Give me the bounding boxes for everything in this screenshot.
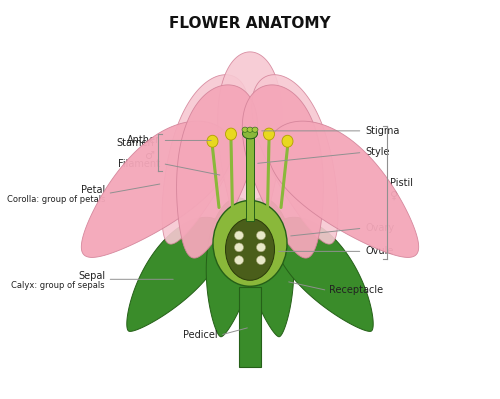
Text: Calyx: group of sepals: Calyx: group of sepals xyxy=(12,281,105,290)
Text: Corolla: group of petals: Corolla: group of petals xyxy=(6,195,105,204)
Ellipse shape xyxy=(234,231,244,240)
Polygon shape xyxy=(218,52,282,243)
Ellipse shape xyxy=(282,135,293,147)
Polygon shape xyxy=(206,198,258,337)
Polygon shape xyxy=(82,121,232,257)
Ellipse shape xyxy=(226,219,274,280)
Text: Pistil: Pistil xyxy=(390,178,413,188)
Text: Style: Style xyxy=(365,147,390,158)
Ellipse shape xyxy=(242,128,258,139)
Ellipse shape xyxy=(264,128,274,140)
Ellipse shape xyxy=(256,243,266,252)
Text: ♀: ♀ xyxy=(390,191,398,201)
Polygon shape xyxy=(268,121,418,257)
Ellipse shape xyxy=(234,256,244,265)
Ellipse shape xyxy=(207,135,218,147)
Polygon shape xyxy=(176,85,258,258)
Text: Ovule: Ovule xyxy=(365,246,394,257)
Text: Pedicel: Pedicel xyxy=(183,330,218,340)
FancyBboxPatch shape xyxy=(239,287,261,367)
Text: Filament: Filament xyxy=(118,158,160,169)
Text: Anther: Anther xyxy=(127,135,160,146)
FancyBboxPatch shape xyxy=(246,138,254,221)
Text: Receptacle: Receptacle xyxy=(329,285,383,296)
Polygon shape xyxy=(274,217,373,332)
Ellipse shape xyxy=(256,256,266,265)
Ellipse shape xyxy=(234,243,244,252)
Ellipse shape xyxy=(213,201,287,286)
Text: Stigma: Stigma xyxy=(365,126,400,136)
Ellipse shape xyxy=(256,231,266,240)
Text: ♂: ♂ xyxy=(144,151,154,161)
Text: Stamen: Stamen xyxy=(117,138,154,148)
Ellipse shape xyxy=(242,127,248,132)
Polygon shape xyxy=(162,75,248,244)
Text: Petal: Petal xyxy=(81,184,105,195)
Polygon shape xyxy=(252,75,338,244)
Text: Ovary: Ovary xyxy=(365,223,394,233)
Polygon shape xyxy=(127,217,226,332)
Text: Sepal: Sepal xyxy=(78,271,105,281)
Ellipse shape xyxy=(226,128,236,140)
Polygon shape xyxy=(242,198,294,337)
Ellipse shape xyxy=(247,127,253,132)
Polygon shape xyxy=(242,85,324,258)
Ellipse shape xyxy=(252,127,258,132)
Text: FLOWER ANATOMY: FLOWER ANATOMY xyxy=(169,16,331,31)
